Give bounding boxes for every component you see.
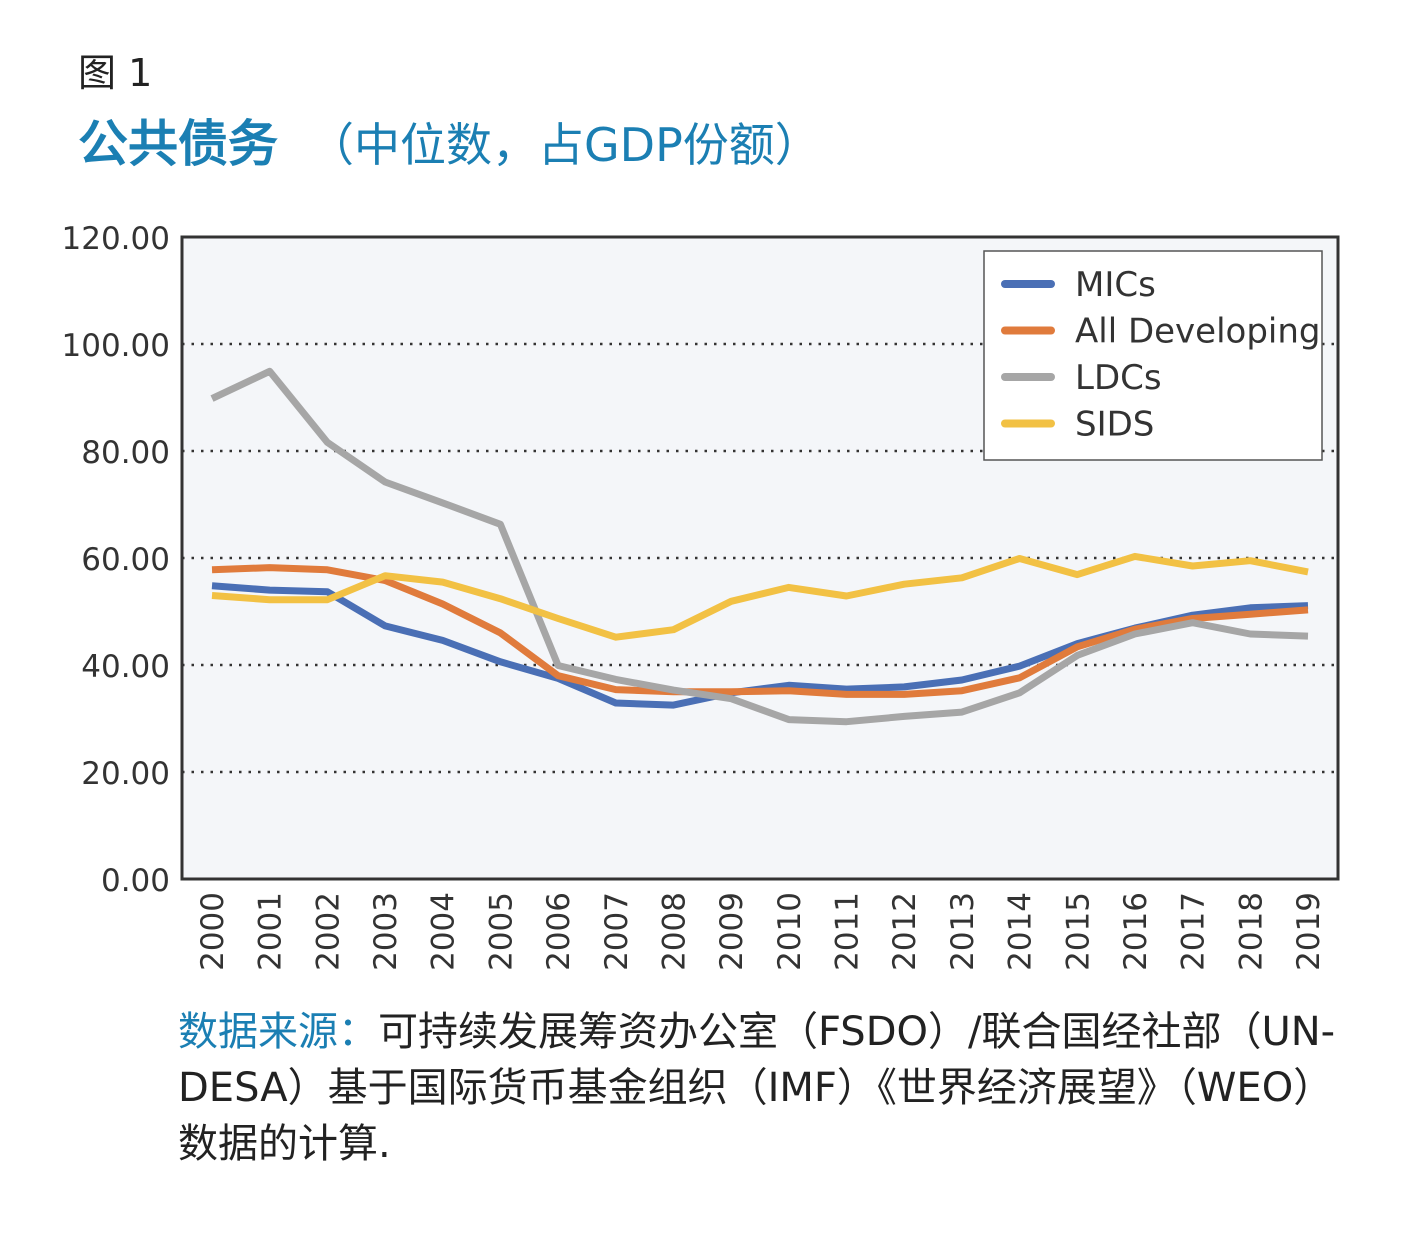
x-tick-label: 2002 <box>310 892 346 971</box>
legend-label-ldcs: LDCs <box>1075 358 1162 398</box>
x-tick-label: 2000 <box>195 892 231 971</box>
x-tick-label: 2005 <box>483 892 519 971</box>
x-tick-label: 2003 <box>368 892 404 971</box>
x-tick-label: 2004 <box>426 892 462 971</box>
x-tick-label: 2007 <box>599 892 635 971</box>
legend-label-mics: MICs <box>1075 265 1156 305</box>
x-tick-label: 2015 <box>1060 892 1096 971</box>
x-axis-ticks: 2000 2001 2002 2003 2004 2005 2006 2007 2008 2009… <box>195 892 1327 971</box>
x-tick-label: 2014 <box>1003 892 1039 971</box>
y-tick-label: 40.00 <box>81 649 170 685</box>
x-tick-label: 2016 <box>1118 892 1154 971</box>
x-tick-label: 2009 <box>714 892 750 971</box>
y-tick-label: 120.00 <box>62 221 170 257</box>
x-tick-label: 2013 <box>945 892 981 971</box>
line-chart: 0.00 20.00 40.00 60.00 80.00 100.00 120.00 200… <box>62 221 1340 971</box>
legend-label-sids: SIDS <box>1075 405 1154 445</box>
series-line-sids <box>211 552 1309 641</box>
legend: MICs All Developing LDCs SIDS <box>983 250 1323 461</box>
y-axis-ticks: 0.00 20.00 40.00 60.00 80.00 100.00 120.00 <box>62 221 170 899</box>
series-lines <box>210 367 1309 726</box>
y-tick-label: 60.00 <box>81 542 170 578</box>
x-tick-label: 2008 <box>656 892 692 971</box>
legend-label-all-developing: All Developing <box>1075 312 1321 352</box>
y-tick-label: 100.00 <box>62 328 170 364</box>
x-tick-label: 2010 <box>772 892 808 971</box>
y-tick-label: 0.00 <box>101 863 170 899</box>
x-tick-label: 2017 <box>1176 892 1212 971</box>
x-tick-label: 2006 <box>541 892 577 971</box>
chart-title-main: 公共债务 <box>78 115 278 173</box>
x-tick-label: 2019 <box>1291 892 1327 971</box>
y-tick-label: 20.00 <box>81 756 170 792</box>
y-tick-label: 80.00 <box>81 435 170 471</box>
series-line-all-developing <box>211 564 1309 698</box>
figure-label: 图 1 <box>78 51 153 95</box>
x-tick-label: 2018 <box>1233 892 1269 971</box>
x-tick-label: 2001 <box>253 892 289 971</box>
chart-title: 公共债务 （中位数，占GDP份额） <box>78 104 821 176</box>
x-tick-label: 2011 <box>830 892 866 971</box>
source-note: 数据来源：可持续发展筹资办公室（FSDO）/联合国经社部（UN-DESA）基于国… <box>178 1004 1348 1172</box>
source-label: 数据来源： <box>178 1009 378 1055</box>
x-tick-label: 2012 <box>887 892 923 971</box>
source-text: 可持续发展筹资办公室（FSDO）/联合国经社部（UN-DESA）基于国际货币基金… <box>178 1009 1336 1167</box>
chart-title-sub: （中位数，占GDP份额） <box>308 118 821 172</box>
series-line-ldcs <box>210 367 1309 726</box>
